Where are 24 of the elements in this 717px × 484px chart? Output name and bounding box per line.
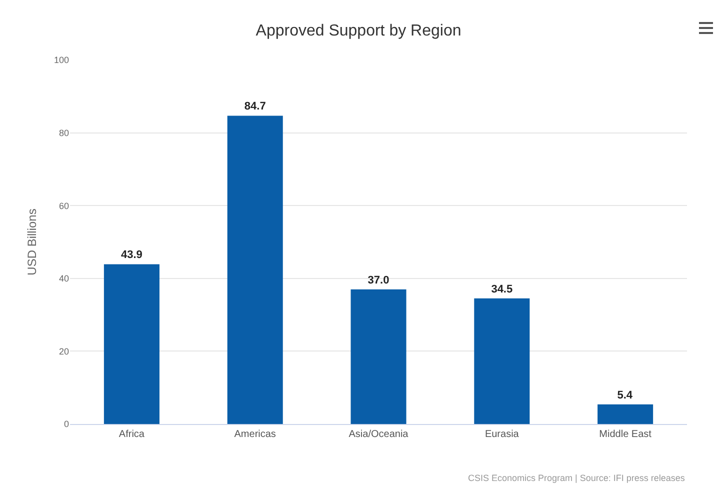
x-tick-label: Asia/Oceania [348, 429, 409, 440]
bar [474, 298, 530, 424]
y-tick-label: 40 [58, 274, 69, 284]
x-tick-label: Africa [118, 429, 145, 440]
x-tick-label: Eurasia [484, 429, 520, 440]
data-label: 5.4 [617, 389, 634, 402]
bar [104, 264, 160, 424]
bar [227, 116, 283, 424]
y-tick-label: 80 [58, 128, 69, 138]
y-axis-title: USD Billions [25, 208, 39, 276]
y-tick-label: 20 [58, 346, 69, 356]
text: CSIS Economics Program | Source: IFI press releases [468, 473, 686, 483]
bar [598, 404, 654, 424]
y-tick-label: 0 [64, 419, 69, 430]
y-tick-label: 100 [54, 55, 69, 66]
bar [350, 289, 406, 424]
x-tick-label: Americas [234, 429, 276, 440]
data-label: 43.9 [120, 249, 142, 262]
y-tick-label: 60 [58, 200, 69, 211]
data-label: 34.5 [491, 283, 513, 296]
data-label: 84.7 [244, 100, 266, 113]
chart-title: Approved Support by Region [256, 22, 462, 40]
data-label: 37.0 [368, 274, 390, 286]
x-tick-label: Middle East [599, 429, 652, 440]
